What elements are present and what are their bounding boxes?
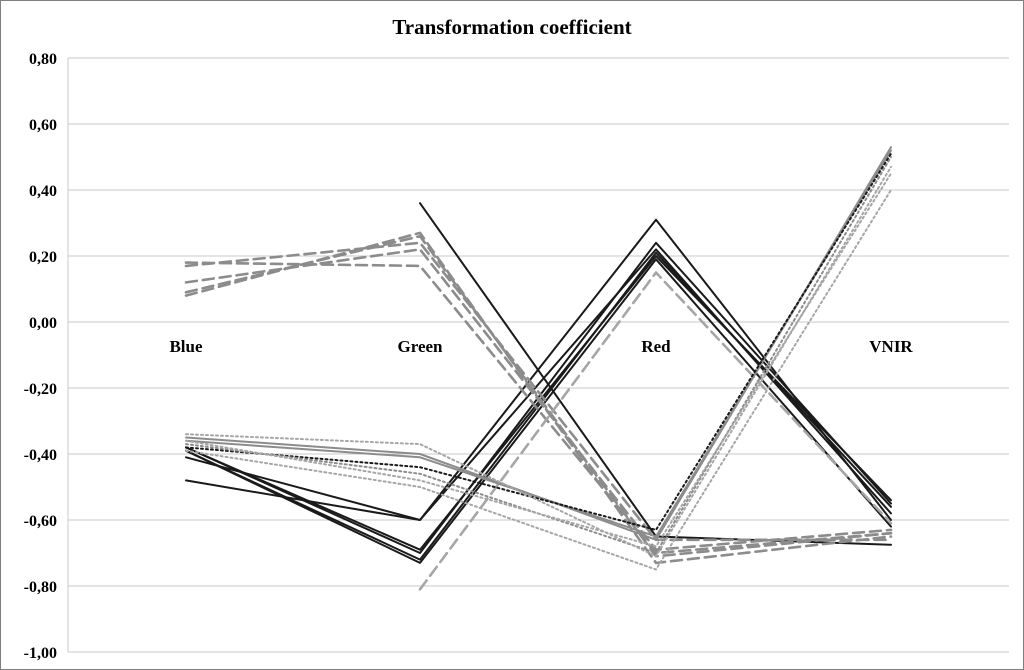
category-labels: Blue Green Red VNIR xyxy=(169,337,913,356)
y-tick-label: -0,20 xyxy=(24,381,57,398)
category-label: Green xyxy=(397,337,443,356)
series-line-5 xyxy=(185,248,892,521)
series-line-11 xyxy=(184,241,893,542)
series-line-20 xyxy=(185,172,892,548)
y-tick-label: -0,40 xyxy=(24,447,57,464)
y-tick-label: 0,80 xyxy=(29,51,57,68)
category-label: Blue xyxy=(169,337,203,356)
y-tick-label: -0,80 xyxy=(24,579,57,596)
y-axis-tick-labels: 0,80 0,60 0,40 0,20 0,00 -0,20 -0,40 -0,60 -0,80… xyxy=(24,51,57,662)
y-tick-label: 0,00 xyxy=(29,315,57,332)
category-label: Red xyxy=(641,337,671,356)
gridlines xyxy=(67,57,1009,653)
y-tick-label: 0,20 xyxy=(29,249,57,266)
y-tick-label: 0,60 xyxy=(29,117,57,134)
y-tick-label: 0,40 xyxy=(29,183,57,200)
series-line-4 xyxy=(185,255,892,551)
series-line-15 xyxy=(185,149,892,538)
series-line-9 xyxy=(184,234,893,558)
series-lines xyxy=(184,146,893,591)
chart-title: Transformation coefficient xyxy=(392,15,631,39)
series-line-12 xyxy=(184,261,893,555)
y-tick-label: -0,60 xyxy=(24,513,57,530)
series-line-16 xyxy=(185,152,892,531)
category-label: VNIR xyxy=(869,337,913,356)
series-line-13 xyxy=(418,271,893,591)
series-line-10 xyxy=(184,248,893,552)
series-line-19 xyxy=(185,189,892,571)
series-line-6 xyxy=(185,258,892,564)
y-tick-label: -1,00 xyxy=(24,645,57,662)
